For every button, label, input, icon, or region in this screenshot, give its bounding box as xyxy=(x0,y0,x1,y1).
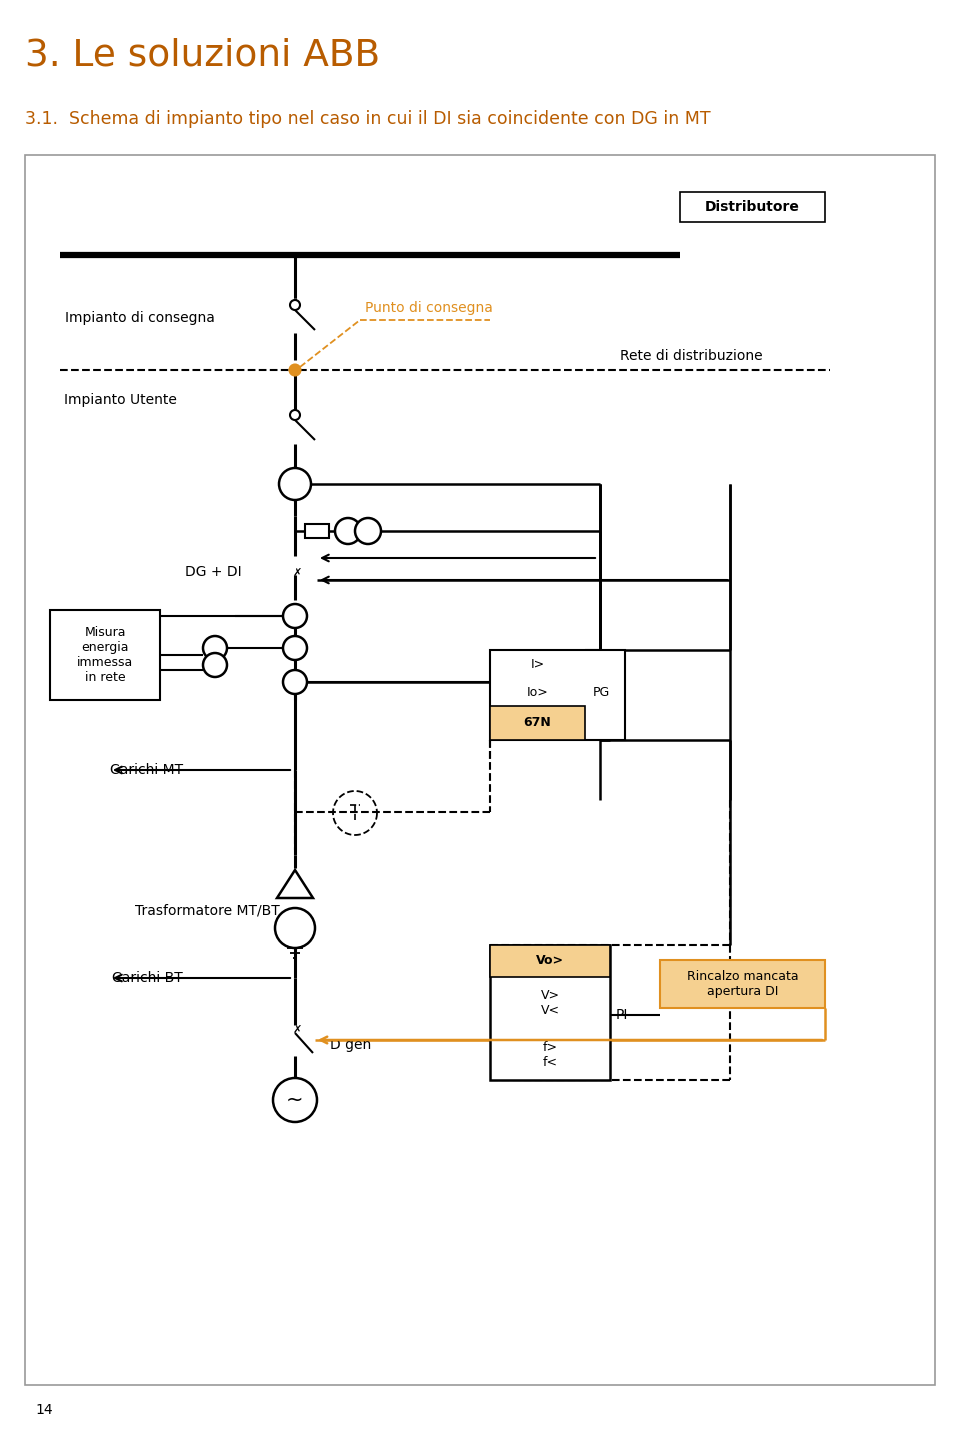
Text: ✗: ✗ xyxy=(292,1025,301,1035)
Bar xyxy=(50,610,160,699)
Circle shape xyxy=(279,468,311,500)
Text: 14: 14 xyxy=(35,1403,53,1417)
Text: 67N: 67N xyxy=(523,715,551,728)
Circle shape xyxy=(283,605,307,628)
Circle shape xyxy=(273,1078,317,1122)
Text: Carichi MT: Carichi MT xyxy=(109,763,183,777)
Text: Io>: Io> xyxy=(527,685,548,698)
Bar xyxy=(490,707,585,740)
Text: Rete di distribuzione: Rete di distribuzione xyxy=(620,349,762,363)
Text: I>: I> xyxy=(531,658,544,671)
Text: f>
f<: f> f< xyxy=(542,1041,558,1068)
Circle shape xyxy=(290,300,300,310)
Bar xyxy=(660,961,825,1008)
Circle shape xyxy=(335,518,361,544)
Text: 3.1.  Schema di impianto tipo nel caso in cui il DI sia coincidente con DG in MT: 3.1. Schema di impianto tipo nel caso in… xyxy=(25,111,710,128)
Bar xyxy=(490,651,625,740)
Circle shape xyxy=(290,365,300,375)
Text: D gen: D gen xyxy=(330,1038,372,1053)
Text: 3. Le soluzioni ABB: 3. Le soluzioni ABB xyxy=(25,37,380,75)
Text: Vo>: Vo> xyxy=(536,955,564,968)
Text: V>
V<: V> V< xyxy=(540,989,560,1017)
Text: Impianto Utente: Impianto Utente xyxy=(63,393,177,406)
Text: ~: ~ xyxy=(286,1090,303,1110)
Text: PI: PI xyxy=(616,1008,629,1022)
Circle shape xyxy=(290,411,300,419)
Text: Distributore: Distributore xyxy=(705,200,800,214)
Text: Rincalzo mancata
apertura DI: Rincalzo mancata apertura DI xyxy=(686,969,799,998)
Text: ✗: ✗ xyxy=(292,569,301,579)
Text: Punto di consegna: Punto di consegna xyxy=(365,302,492,314)
Bar xyxy=(490,945,610,1080)
Text: PG: PG xyxy=(593,685,611,698)
Text: Misura
energia
immessa
in rete: Misura energia immessa in rete xyxy=(77,626,133,684)
Text: Trasformatore MT/BT: Trasformatore MT/BT xyxy=(135,903,279,918)
Circle shape xyxy=(203,653,227,676)
Circle shape xyxy=(283,671,307,694)
Bar xyxy=(25,155,935,1384)
Bar xyxy=(680,192,825,223)
Circle shape xyxy=(203,636,227,661)
Text: Carichi BT: Carichi BT xyxy=(112,971,183,985)
Bar xyxy=(305,524,329,538)
Circle shape xyxy=(275,908,315,948)
Circle shape xyxy=(283,636,307,661)
Bar xyxy=(490,976,610,1030)
Bar xyxy=(490,945,610,976)
Text: Impianto di consegna: Impianto di consegna xyxy=(65,312,215,325)
Circle shape xyxy=(355,518,381,544)
Text: DG + DI: DG + DI xyxy=(185,564,242,579)
